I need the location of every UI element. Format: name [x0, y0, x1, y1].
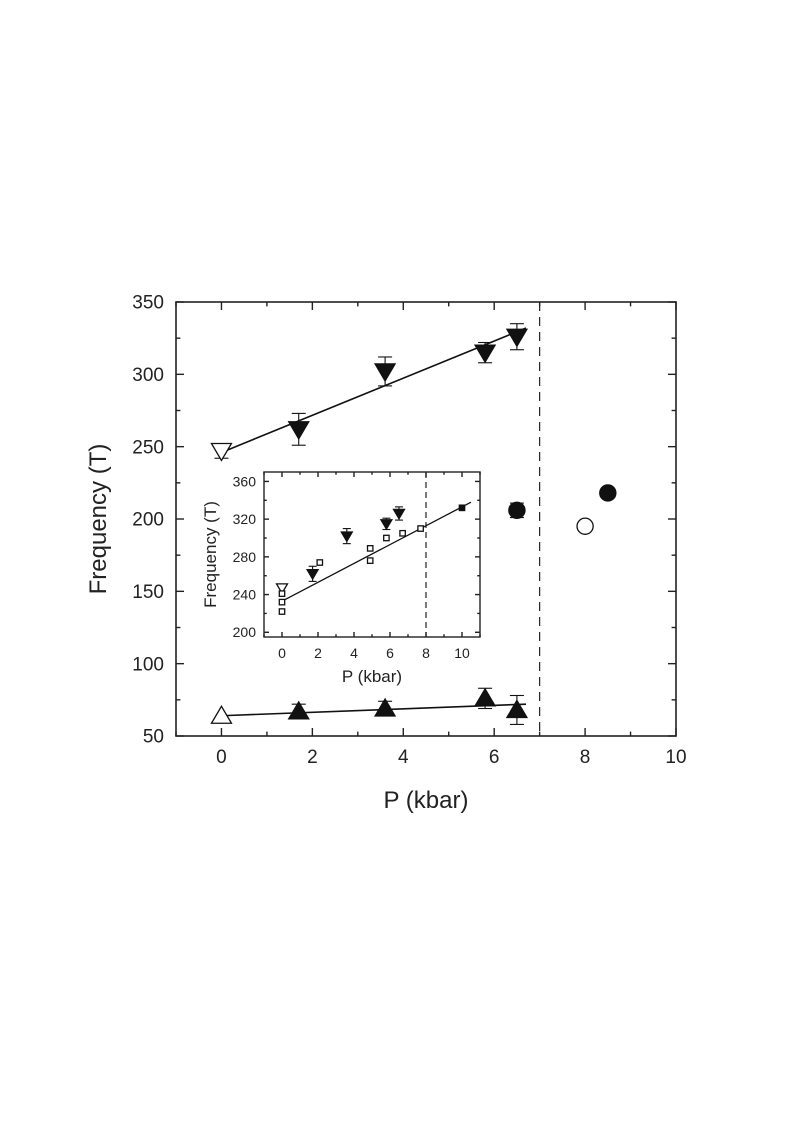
- data-point-square-open: [366, 545, 374, 552]
- x-tick-label: 0: [216, 747, 227, 768]
- x-tick-label: 6: [386, 645, 394, 661]
- x-tick-label: 4: [398, 747, 409, 768]
- data-point-square-open: [383, 534, 390, 542]
- data-point-square-open: [278, 590, 286, 597]
- x-axis-label: P (kbar): [342, 667, 402, 686]
- data-point-square-open: [278, 608, 286, 615]
- x-tick-label: 4: [350, 645, 358, 661]
- data-point-circle-filled: [508, 501, 526, 520]
- y-tick-label: 200: [233, 624, 257, 640]
- data-point-triangle-down-filled: [305, 569, 320, 581]
- fit-line: [281, 501, 472, 602]
- data-point-square-open: [316, 559, 324, 566]
- y-tick-label: 360: [233, 473, 257, 489]
- x-tick-label: 10: [454, 645, 470, 661]
- data-point-triangle-down-filled: [373, 363, 397, 383]
- x-tick-label: 0: [278, 645, 286, 661]
- data-point-square-open: [417, 525, 424, 532]
- data-point-triangle-up-filled: [373, 697, 397, 717]
- y-tick-label: 250: [132, 437, 164, 458]
- y-tick-label: 300: [132, 365, 164, 386]
- x-tick-label: 2: [314, 645, 322, 661]
- data-point-triangle-up-filled: [505, 699, 529, 719]
- y-tick-label: 240: [233, 586, 257, 602]
- x-tick-label: 6: [489, 747, 500, 768]
- data-point-square-open: [399, 529, 406, 537]
- inset-chart: 0 2 4 6 8 10 200 240 280 320 360 P (kbar) Frequency …: [201, 471, 481, 686]
- data-point-triangle-down-open: [275, 583, 289, 595]
- data-point-triangle-up-open: [210, 704, 233, 724]
- data-point-triangle-down-filled: [379, 519, 394, 531]
- fit-line: [221, 327, 527, 454]
- y-tick-label: 350: [132, 293, 164, 314]
- data-point-circle-filled: [599, 484, 617, 502]
- data-point-triangle-down-filled: [287, 421, 310, 441]
- x-tick-label: 2: [307, 747, 318, 768]
- y-axis-label: Frequency (T): [85, 444, 112, 595]
- data-point-triangle-down-filled: [340, 531, 354, 543]
- data-point-triangle-down-open: [210, 442, 233, 462]
- x-tick-label: 8: [580, 747, 591, 768]
- x-axis-label: P (kbar): [384, 787, 469, 814]
- data-point-triangle-up-filled: [287, 700, 310, 720]
- y-tick-label: 200: [132, 510, 164, 531]
- data-point-triangle-down-filled: [392, 508, 406, 520]
- y-tick-label: 100: [132, 654, 164, 675]
- data-point-triangle-down-filled: [473, 344, 497, 364]
- y-tick-label: 150: [132, 582, 164, 603]
- data-point-square-filled: [458, 504, 466, 512]
- data-point-square-open: [366, 557, 374, 564]
- y-axis-label: Frequency (T): [201, 501, 220, 608]
- y-tick-label: 320: [233, 511, 257, 527]
- x-tick-label: 10: [665, 747, 686, 768]
- y-tick-label: 280: [233, 549, 257, 565]
- x-tick-label: 8: [422, 645, 430, 661]
- y-tick-label: 50: [143, 727, 164, 748]
- data-point-triangle-down-filled: [505, 328, 529, 348]
- data-point-triangle-up-filled: [473, 687, 497, 707]
- data-point-circle-open: [576, 517, 594, 535]
- data-point-square-open: [278, 598, 286, 606]
